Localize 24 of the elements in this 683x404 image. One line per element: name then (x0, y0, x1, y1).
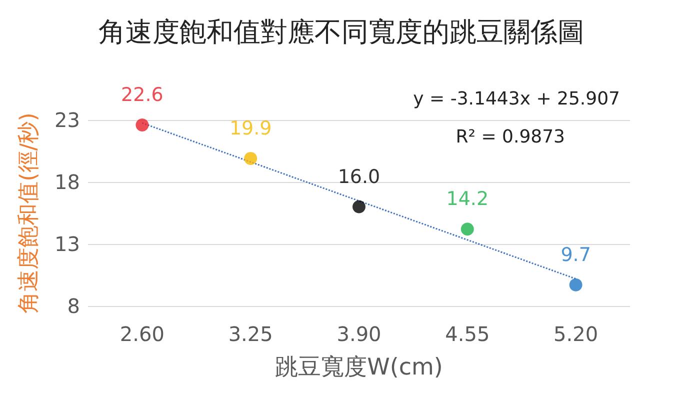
y-axis-title: 角速度飽和值(徑/秒) (16, 112, 42, 314)
data-label: 19.9 (229, 117, 272, 140)
point (569, 278, 582, 292)
data-label: 14.2 (446, 188, 489, 210)
x-tick-label: 3.25 (228, 322, 273, 346)
point (352, 200, 366, 214)
y-tick-label: 18 (54, 170, 80, 194)
x-tick-label: 2.60 (120, 322, 164, 346)
x-axis-title: 跳豆寬度W(cm) (275, 354, 443, 380)
data-label: 22.6 (121, 84, 164, 106)
data-label: 16.0 (338, 166, 380, 188)
point (460, 222, 474, 236)
x-tick-label: 4.55 (445, 322, 490, 346)
point (136, 118, 149, 132)
y-tick-label: 23 (54, 108, 80, 132)
annotation: R² = 0.9873 (456, 126, 566, 148)
chart-title: 角速度飽和值對應不同寬度的跳豆關係圖 (98, 17, 584, 48)
text: y = -3.1443x + 25.907 (413, 88, 620, 110)
data-label: 9.7 (560, 244, 591, 266)
y-tick-label: 13 (54, 232, 80, 256)
x-tick-label: 3.90 (336, 322, 382, 346)
x-tick-label: 5.20 (554, 322, 598, 346)
y-tick-label: 8 (67, 294, 80, 318)
point (244, 152, 258, 165)
